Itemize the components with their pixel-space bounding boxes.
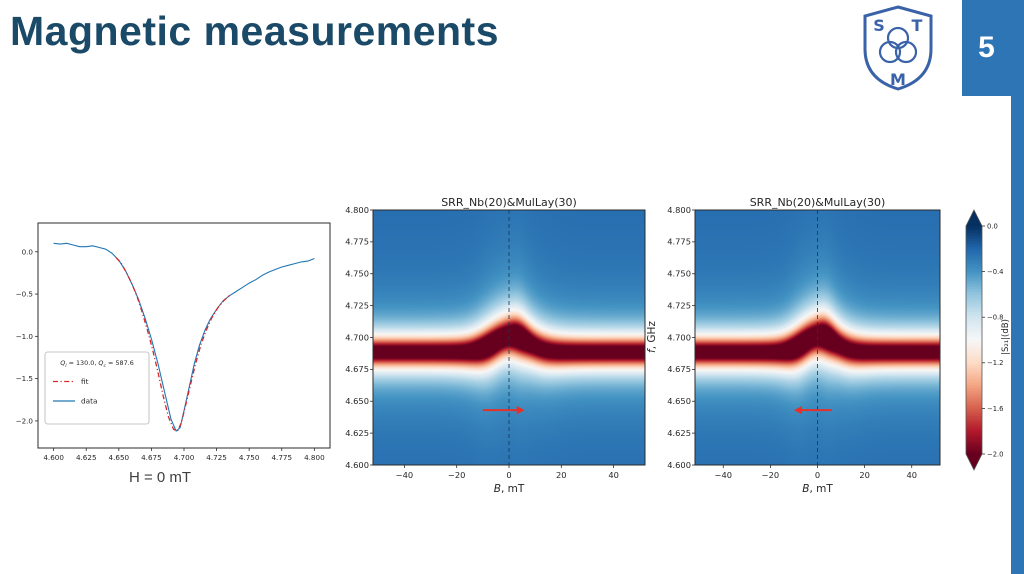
slide-title: Magnetic measurements [10,8,500,54]
svg-text:0.0: 0.0 [22,247,34,256]
svg-text:−0.4: −0.4 [987,268,1004,276]
svg-text:4.725: 4.725 [667,300,691,310]
svg-text:Ql = 130.0, Qc = 587.6: Ql = 130.0, Qc = 587.6 [60,359,134,369]
stm-shield-logo: S T M [863,5,933,91]
svg-text:−2.0: −2.0 [987,450,1004,458]
svg-text:4.600: 4.600 [345,460,369,470]
series-data [53,242,315,432]
svg-text:data: data [81,397,97,406]
svg-text:4.675: 4.675 [345,364,369,374]
svg-text:−1.2: −1.2 [987,359,1004,367]
logo-letter-s: S [873,16,885,35]
svg-text:4.775: 4.775 [667,237,691,247]
svg-text:40: 40 [906,470,917,480]
arrow-head-icon [793,405,802,415]
ylabel-unit: , GHz [646,321,658,350]
colorbar-label: |S₂₁|(dB) [1001,319,1011,355]
xlabel-unit: , mT [809,483,833,495]
xlabel-unit: , mT [500,483,525,495]
svg-text:4.675: 4.675 [667,364,691,374]
chart-canvas: −40 −20 0 20 40 4.800 4.775 4.750 4.725 4.700 4.67… [667,205,941,480]
svg-text:40: 40 [608,470,619,480]
heatmap-left-title: SRR_Nb(20)&MulLay(30) [441,196,577,209]
svg-text:−40: −40 [396,470,414,480]
svg-text:4.650: 4.650 [109,453,130,462]
svg-text:−20: −20 [762,470,780,480]
transmission-line-chart: 4.600 4.625 4.650 4.675 4.700 4.725 4.750 4.775… [8,214,338,466]
svg-text:0: 0 [506,470,511,480]
svg-text:−1.5: −1.5 [16,374,33,383]
svg-text:−1.0: −1.0 [16,332,34,341]
heatmap-left-xlabel: B, mT [373,483,645,495]
chart-canvas: 0.0 −0.4 −0.8 −1.2 −1.6 −2.0 [965,209,1004,471]
svg-text:4.700: 4.700 [174,453,195,462]
trefoil-ring-icon [878,40,902,64]
svg-text:−0.8: −0.8 [987,314,1004,322]
svg-text:4.600: 4.600 [667,460,691,470]
svg-text:0.0: 0.0 [987,222,998,230]
svg-text:0: 0 [815,470,820,480]
heatmap-right-ylabel: f, GHz [646,307,658,367]
svg-text:20: 20 [556,470,567,480]
page-number-box: 5 [962,0,1011,96]
chart-canvas: 4.600 4.625 4.650 4.675 4.700 4.725 4.750 4.775… [16,222,331,462]
accent-strip [1011,0,1024,574]
svg-text:fit: fit [81,377,89,386]
svg-text:4.775: 4.775 [345,237,369,247]
xlabel-variable: B [493,483,501,495]
series-fit [115,257,232,432]
legend-box [44,351,150,425]
svg-text:−20: −20 [448,470,466,480]
svg-text:4.600: 4.600 [43,453,64,462]
svg-text:−0.5: −0.5 [16,290,33,299]
logo-letter-t: T [912,16,923,35]
svg-text:4.700: 4.700 [667,332,691,342]
heatmap-right: −40 −20 0 20 40 4.800 4.775 4.750 4.725 4.700 4.67… [667,190,968,500]
heatmap-right-xlabel: B, mT [695,483,940,495]
svg-text:4.625: 4.625 [76,453,97,462]
svg-text:4.650: 4.650 [667,396,691,406]
svg-text:4.625: 4.625 [667,428,691,438]
ylabel-variable: f [646,349,658,353]
svg-text:4.800: 4.800 [667,205,691,215]
trefoil-ring-icon [894,40,918,64]
colorbar: 0.0 −0.4 −0.8 −1.2 −1.6 −2.0 [962,190,1020,490]
svg-text:4.675: 4.675 [141,453,162,462]
svg-text:−1.6: −1.6 [987,405,1004,413]
xlabel-variable: B [802,483,810,495]
svg-text:4.750: 4.750 [667,269,691,279]
svg-text:4.800: 4.800 [304,453,325,462]
chart-canvas: −40 −20 0 20 40 4.800 4.775 4.750 4.725 4.700 4.67… [345,205,646,480]
field-caption: H = 0 mT [128,469,192,486]
svg-text:−40: −40 [715,470,733,480]
heatmap-left: −40 −20 0 20 40 4.800 4.775 4.750 4.725 4.700 4.67… [345,190,656,500]
svg-text:4.725: 4.725 [206,453,227,462]
svg-text:−2.0: −2.0 [16,416,34,425]
logo-letter-m: M [890,70,906,89]
svg-text:4.775: 4.775 [271,453,292,462]
svg-text:4.625: 4.625 [345,428,369,438]
svg-text:4.800: 4.800 [345,205,369,215]
svg-text:4.725: 4.725 [345,300,369,310]
svg-text:20: 20 [859,470,870,480]
svg-text:4.700: 4.700 [345,332,369,342]
heatmap-right-title: SRR_Nb(20)&MulLay(30) [749,196,886,209]
svg-text:4.650: 4.650 [345,396,369,406]
page-number: 5 [978,31,995,64]
svg-text:4.750: 4.750 [239,453,260,462]
arrow-head-icon [516,405,525,415]
svg-text:4.750: 4.750 [345,269,369,279]
